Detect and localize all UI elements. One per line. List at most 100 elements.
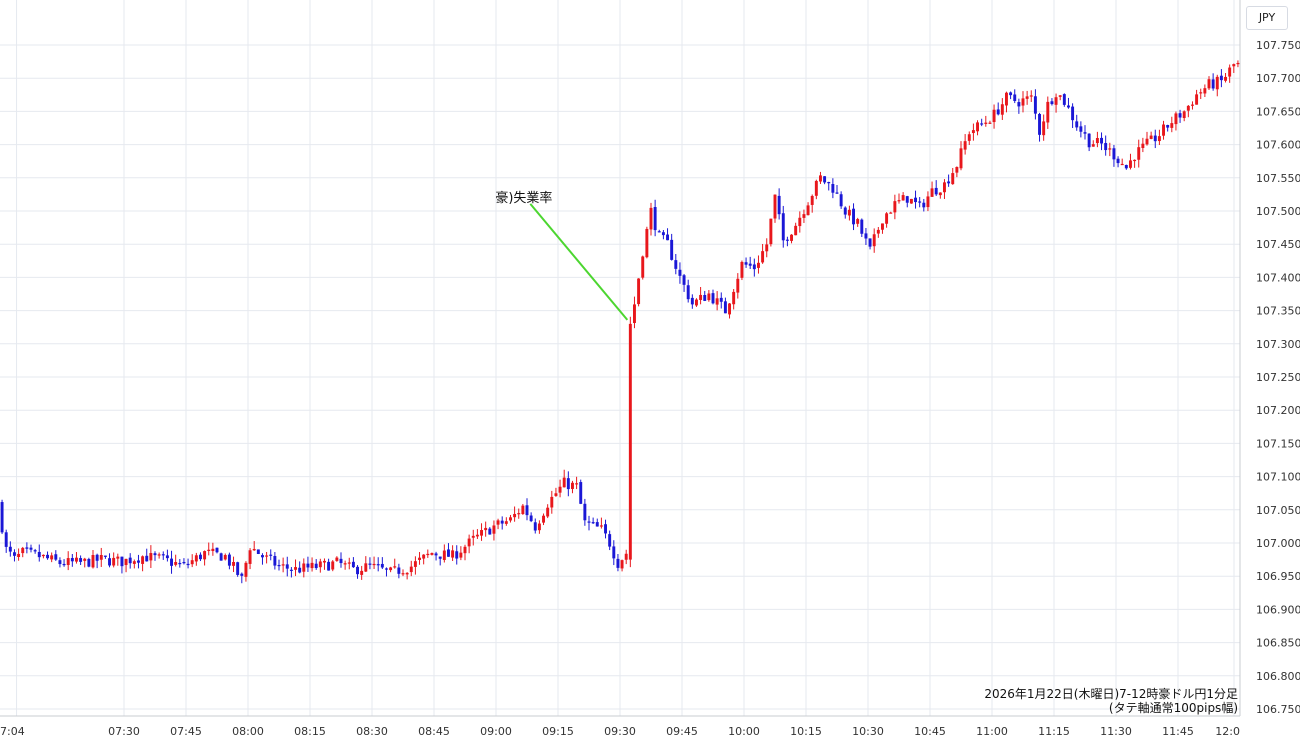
candle-body bbox=[1017, 102, 1021, 107]
candle-body bbox=[930, 188, 934, 197]
candle-body bbox=[769, 218, 773, 245]
candle-body bbox=[463, 546, 467, 554]
candle-body bbox=[1215, 76, 1219, 90]
candle-body bbox=[157, 554, 161, 556]
candle-body bbox=[517, 513, 521, 515]
candle-body bbox=[194, 555, 198, 562]
candle-body bbox=[310, 562, 314, 569]
candle-body bbox=[744, 262, 748, 265]
y-tick-label: 107.000 bbox=[1256, 537, 1300, 550]
candle-body bbox=[690, 297, 694, 305]
chart-caption: 2026年1月22日(木曜日)7-12時豪ドル円1分足 (タテ軸通常100pip… bbox=[984, 687, 1238, 715]
candle-body bbox=[504, 521, 508, 524]
candle-body bbox=[327, 561, 331, 571]
candle-body bbox=[484, 527, 488, 531]
candle-body bbox=[653, 207, 657, 231]
x-tick-label: 7:04 bbox=[0, 725, 25, 738]
candle-body bbox=[219, 553, 223, 561]
candle-body bbox=[980, 123, 984, 125]
candle-body bbox=[50, 555, 54, 560]
candle-body bbox=[881, 223, 884, 230]
candle-body bbox=[273, 555, 277, 566]
candle-body bbox=[938, 192, 942, 196]
candle-body bbox=[608, 534, 612, 547]
x-tick-label: 10:45 bbox=[914, 725, 946, 738]
candle-body bbox=[1000, 104, 1004, 115]
candle-body bbox=[620, 560, 624, 569]
candle-body bbox=[331, 561, 335, 570]
candle-body bbox=[1170, 123, 1174, 128]
candle-body bbox=[199, 554, 202, 560]
y-tick-label: 106.950 bbox=[1256, 570, 1300, 583]
y-tick-label: 107.700 bbox=[1256, 72, 1300, 85]
candle-body bbox=[852, 208, 855, 225]
candle-body bbox=[773, 194, 777, 219]
candle-body bbox=[732, 291, 736, 305]
candle-body bbox=[943, 182, 946, 193]
y-tick-label: 107.750 bbox=[1256, 39, 1300, 52]
candle-body bbox=[599, 525, 603, 527]
candle-body bbox=[641, 256, 645, 278]
candle-body bbox=[178, 562, 182, 565]
y-tick-label: 107.050 bbox=[1256, 504, 1300, 517]
candle-body bbox=[153, 553, 157, 556]
candle-body bbox=[141, 556, 145, 564]
candle-body bbox=[480, 530, 483, 536]
candle-body bbox=[1021, 98, 1025, 106]
candle-body bbox=[1236, 62, 1240, 65]
candle-body bbox=[1120, 163, 1124, 166]
candle-body bbox=[976, 122, 979, 132]
candle-body bbox=[174, 562, 178, 565]
candle-body bbox=[306, 563, 310, 568]
candle-body bbox=[761, 251, 765, 263]
candle-body bbox=[87, 558, 91, 567]
candle-body bbox=[54, 554, 58, 560]
candle-body bbox=[637, 278, 641, 305]
candle-body bbox=[1046, 101, 1050, 123]
grid-lines bbox=[0, 0, 1240, 716]
candle-body bbox=[711, 293, 715, 304]
y-tick-label: 107.400 bbox=[1256, 271, 1300, 284]
candle-body bbox=[1116, 158, 1120, 164]
candle-body bbox=[905, 196, 909, 203]
price-unit-badge[interactable]: JPY bbox=[1246, 6, 1288, 30]
candle-body bbox=[413, 561, 417, 567]
candle-body bbox=[17, 553, 21, 557]
candle-body bbox=[124, 558, 128, 566]
candle-body bbox=[385, 568, 388, 570]
candle-body bbox=[116, 556, 120, 559]
candle-body bbox=[1166, 124, 1170, 128]
candle-body bbox=[926, 196, 930, 208]
y-tick-label: 107.200 bbox=[1256, 404, 1300, 417]
candle-body bbox=[901, 195, 905, 201]
candle-body bbox=[1162, 124, 1165, 136]
candle-body bbox=[240, 573, 244, 576]
candle-body bbox=[678, 269, 682, 276]
candle-body bbox=[376, 564, 380, 566]
y-tick-label: 106.750 bbox=[1256, 703, 1300, 716]
candle-body bbox=[1091, 144, 1095, 147]
candle-body bbox=[554, 493, 558, 496]
candle-body bbox=[748, 263, 752, 266]
candle-body bbox=[674, 260, 678, 269]
candle-body bbox=[823, 176, 827, 183]
candle-body bbox=[475, 534, 479, 537]
caption-line-2: (タテ軸通常100pips幅) bbox=[1108, 701, 1238, 715]
candle-body bbox=[99, 555, 103, 560]
y-tick-label: 107.100 bbox=[1256, 471, 1300, 484]
candle-body bbox=[1207, 79, 1211, 89]
candle-body bbox=[587, 521, 591, 523]
candle-body bbox=[1137, 147, 1141, 160]
candle-body bbox=[885, 213, 889, 224]
candle-body bbox=[95, 554, 99, 561]
candle-body bbox=[232, 561, 235, 566]
candle-body bbox=[558, 486, 562, 493]
candle-body bbox=[25, 547, 29, 549]
candle-body bbox=[897, 200, 901, 202]
candle-body bbox=[529, 515, 533, 522]
candle-body bbox=[1025, 96, 1029, 99]
candle-body bbox=[145, 555, 149, 562]
candle-body bbox=[657, 231, 661, 233]
candle-body bbox=[438, 556, 442, 559]
candle-body bbox=[298, 567, 302, 573]
